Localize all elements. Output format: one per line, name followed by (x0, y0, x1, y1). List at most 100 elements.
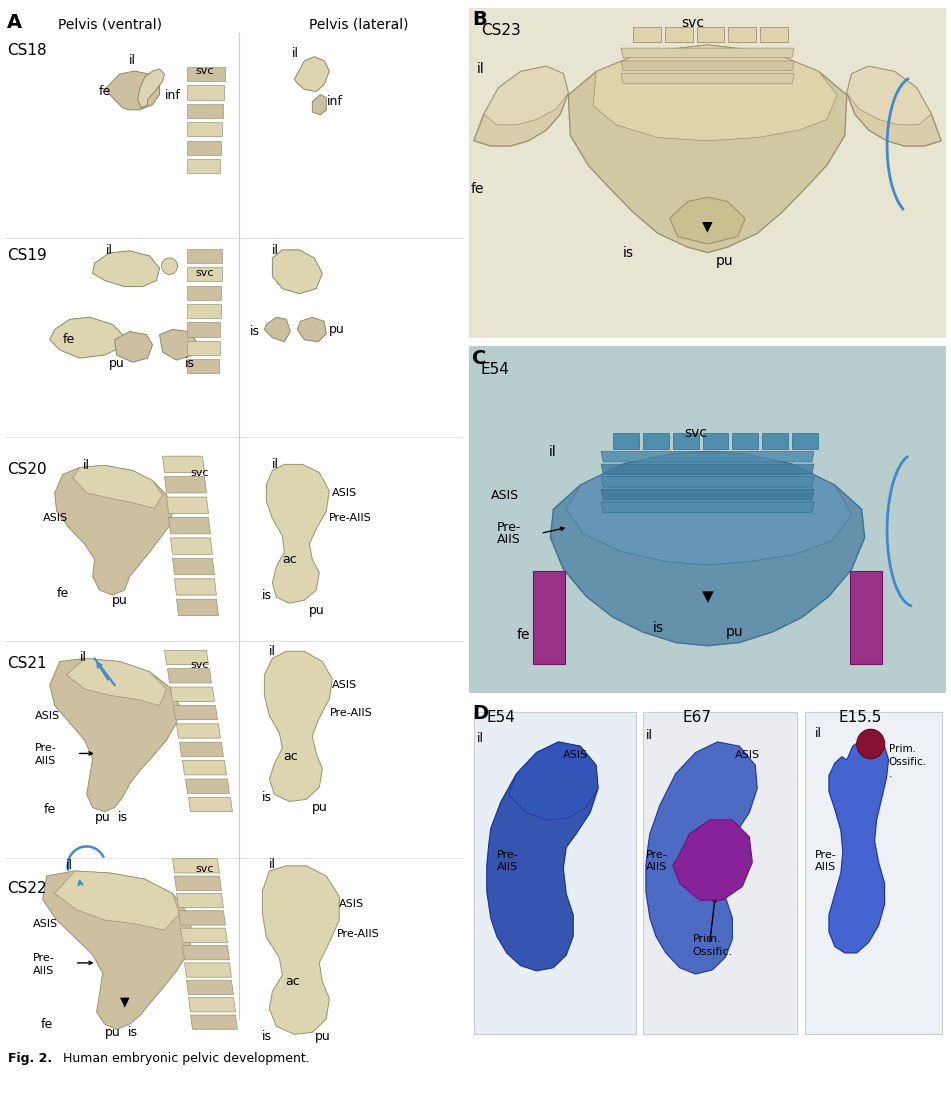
Polygon shape (703, 432, 728, 450)
Text: Prim.: Prim. (888, 745, 916, 755)
Text: pu: pu (108, 356, 125, 370)
Text: svc: svc (195, 66, 214, 76)
Text: inf: inf (327, 96, 343, 108)
Text: ASIS: ASIS (34, 711, 60, 720)
Text: ASIS: ASIS (332, 680, 358, 690)
Polygon shape (551, 451, 864, 646)
Polygon shape (272, 250, 322, 294)
Text: B: B (472, 10, 487, 29)
Polygon shape (672, 432, 699, 450)
Polygon shape (105, 72, 160, 110)
Polygon shape (177, 600, 219, 616)
Polygon shape (187, 286, 222, 300)
Text: is: is (262, 791, 271, 804)
Bar (643, 713, 797, 1034)
Polygon shape (187, 67, 225, 81)
Polygon shape (187, 103, 223, 118)
Polygon shape (160, 330, 197, 360)
Text: ac: ac (285, 975, 300, 988)
Polygon shape (846, 66, 941, 146)
Polygon shape (621, 74, 794, 84)
Text: .: . (888, 769, 892, 779)
Text: Pre-: Pre- (32, 953, 54, 962)
Polygon shape (601, 502, 814, 513)
Text: Human embryonic pelvic development.: Human embryonic pelvic development. (59, 1052, 310, 1065)
Polygon shape (180, 742, 223, 757)
Text: D: D (472, 704, 488, 723)
Text: CS23: CS23 (481, 23, 520, 37)
Text: E54: E54 (487, 711, 515, 725)
Text: svc: svc (681, 15, 704, 30)
Text: fe: fe (44, 803, 56, 816)
Text: Ossific.: Ossific. (888, 757, 926, 767)
Polygon shape (487, 741, 598, 971)
Text: il: il (107, 244, 113, 257)
Text: pu: pu (726, 625, 743, 639)
Text: Prim.: Prim. (692, 934, 722, 944)
Polygon shape (266, 464, 329, 603)
Text: AIIS: AIIS (32, 966, 54, 976)
Polygon shape (621, 48, 794, 57)
Text: AIIS: AIIS (815, 862, 836, 872)
Text: il: il (129, 54, 136, 67)
Text: ▼: ▼ (120, 996, 129, 1009)
Polygon shape (167, 669, 211, 683)
Text: is: is (623, 245, 634, 260)
Text: pu: pu (95, 812, 110, 824)
Polygon shape (163, 456, 204, 473)
Text: ASIS: ASIS (332, 488, 358, 498)
Polygon shape (846, 66, 931, 124)
Text: ASIS: ASIS (340, 899, 364, 909)
Polygon shape (170, 688, 214, 702)
Polygon shape (175, 579, 217, 595)
Polygon shape (187, 267, 222, 282)
Text: fe: fe (63, 333, 75, 346)
Text: pu: pu (311, 801, 327, 814)
Polygon shape (165, 476, 206, 493)
Text: pu: pu (715, 254, 733, 268)
Polygon shape (187, 86, 224, 100)
Text: CS21: CS21 (7, 657, 47, 671)
Polygon shape (295, 57, 329, 91)
Polygon shape (601, 451, 814, 462)
Polygon shape (613, 432, 639, 450)
Text: ASIS: ASIS (43, 514, 68, 524)
Polygon shape (188, 798, 232, 812)
Text: il: il (272, 244, 280, 257)
Polygon shape (593, 45, 837, 141)
Text: il: il (269, 645, 277, 658)
Text: is: is (652, 620, 664, 635)
Text: CS18: CS18 (7, 44, 47, 58)
Polygon shape (643, 432, 669, 450)
Polygon shape (183, 760, 226, 774)
Polygon shape (165, 650, 208, 664)
Polygon shape (312, 95, 326, 116)
Text: Pelvis (ventral): Pelvis (ventral) (58, 18, 162, 32)
Text: E54: E54 (481, 362, 510, 377)
Polygon shape (633, 26, 661, 42)
Polygon shape (732, 432, 758, 450)
Text: Pre-: Pre- (496, 520, 521, 534)
Text: is: is (184, 356, 195, 370)
Polygon shape (187, 304, 221, 318)
Polygon shape (43, 871, 192, 1030)
Polygon shape (728, 26, 756, 42)
Text: CS22: CS22 (7, 881, 47, 896)
Text: ac: ac (283, 750, 298, 763)
Polygon shape (187, 341, 220, 355)
Polygon shape (601, 476, 814, 487)
Polygon shape (187, 158, 221, 173)
Text: pu: pu (315, 1030, 330, 1043)
Text: il: il (476, 63, 485, 76)
Polygon shape (696, 26, 725, 42)
Text: il: il (549, 444, 556, 459)
Bar (534, 571, 565, 663)
Text: Fig. 2.: Fig. 2. (8, 1052, 51, 1065)
Polygon shape (54, 465, 172, 595)
Polygon shape (665, 26, 692, 42)
Text: fe: fe (41, 1018, 53, 1031)
Text: ASIS: ASIS (491, 490, 518, 502)
Text: il: il (292, 47, 300, 60)
Polygon shape (569, 45, 846, 253)
Polygon shape (67, 659, 166, 705)
